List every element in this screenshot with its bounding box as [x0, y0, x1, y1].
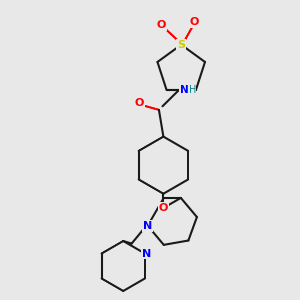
Text: N: N: [142, 248, 151, 259]
Text: O: O: [159, 203, 168, 213]
Text: O: O: [157, 20, 166, 30]
Text: S: S: [177, 40, 185, 50]
Text: N: N: [180, 85, 189, 95]
Text: O: O: [135, 98, 144, 108]
Text: N: N: [143, 221, 152, 231]
Text: O: O: [190, 17, 199, 27]
Text: H: H: [189, 85, 196, 95]
